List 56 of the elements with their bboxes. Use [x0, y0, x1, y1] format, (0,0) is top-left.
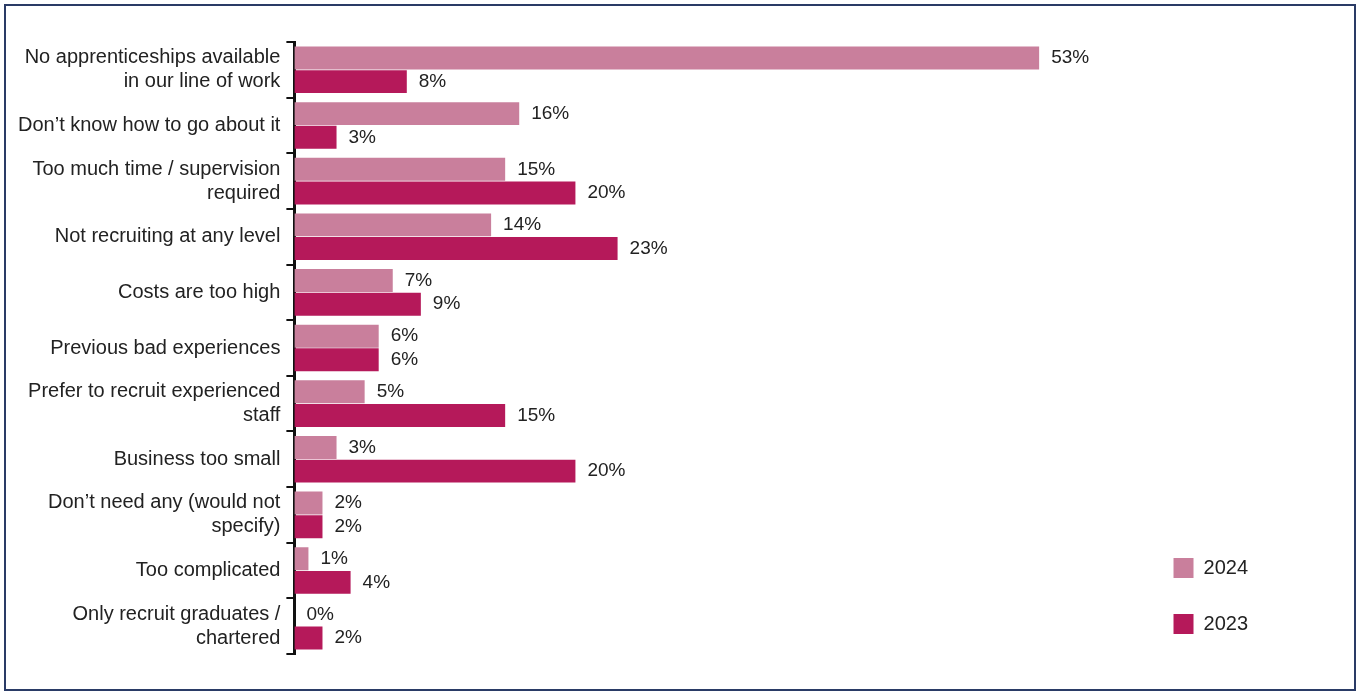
bar	[294, 181, 576, 205]
bar	[294, 70, 407, 94]
bar	[294, 213, 492, 237]
data-label: 4%	[362, 570, 391, 592]
y-tick-label: Don’t need any (would not specify)	[48, 490, 281, 537]
bar	[294, 570, 351, 594]
data-label: 20%	[587, 181, 626, 203]
y-tick-label: Costs are too high	[118, 279, 281, 302]
y-tick-label: Business too small	[113, 446, 281, 469]
bar	[294, 491, 323, 515]
legend-label: 2024	[1203, 555, 1249, 578]
data-label: 23%	[629, 236, 668, 258]
data-label: 3%	[348, 435, 377, 457]
bar	[294, 125, 337, 149]
data-label: 16%	[531, 101, 570, 123]
bar	[294, 269, 393, 293]
bar	[294, 380, 365, 404]
data-label: 2%	[334, 491, 363, 513]
bar	[294, 157, 506, 181]
bar	[294, 515, 323, 539]
data-label: 3%	[348, 125, 377, 147]
bar	[294, 102, 520, 126]
y-tick-label: Not recruiting at any level	[54, 224, 281, 247]
data-label: 7%	[404, 268, 433, 290]
data-label: 53%	[1051, 46, 1090, 68]
y-tick-label: Too complicated	[135, 558, 281, 581]
data-label: 9%	[432, 292, 461, 314]
bar	[294, 46, 1040, 70]
y-tick-label: Previous bad experiences	[50, 335, 281, 358]
data-label: 0%	[306, 602, 334, 624]
data-label: 6%	[390, 348, 419, 370]
data-label: 14%	[503, 213, 542, 235]
data-label: 15%	[517, 157, 556, 179]
bar	[294, 435, 337, 459]
data-label: 2%	[334, 514, 363, 536]
bar	[294, 348, 379, 372]
bar	[294, 626, 323, 650]
y-tick-label: Only recruit graduates / chartered	[72, 601, 281, 648]
data-label: 5%	[376, 380, 405, 402]
y-tick-label: Don’t know how to go about it	[17, 112, 281, 135]
data-label: 2%	[334, 626, 363, 648]
y-tick-label: Prefer to recruit experienced staff	[28, 379, 281, 426]
y-tick-label: No apprenticeships available in our line of work	[24, 45, 282, 92]
bar	[294, 292, 421, 316]
bar	[294, 237, 618, 261]
bar	[294, 324, 379, 348]
bar	[294, 459, 576, 483]
data-label: 1%	[320, 546, 348, 568]
data-label: 8%	[418, 69, 447, 91]
data-label: 6%	[390, 324, 419, 346]
y-tick-label: Too much time / supervision required	[32, 156, 281, 203]
legend-label: 2023	[1203, 611, 1249, 634]
bar	[294, 547, 309, 571]
bar	[294, 403, 506, 427]
data-label: 15%	[517, 403, 556, 425]
data-label: 20%	[587, 459, 626, 481]
